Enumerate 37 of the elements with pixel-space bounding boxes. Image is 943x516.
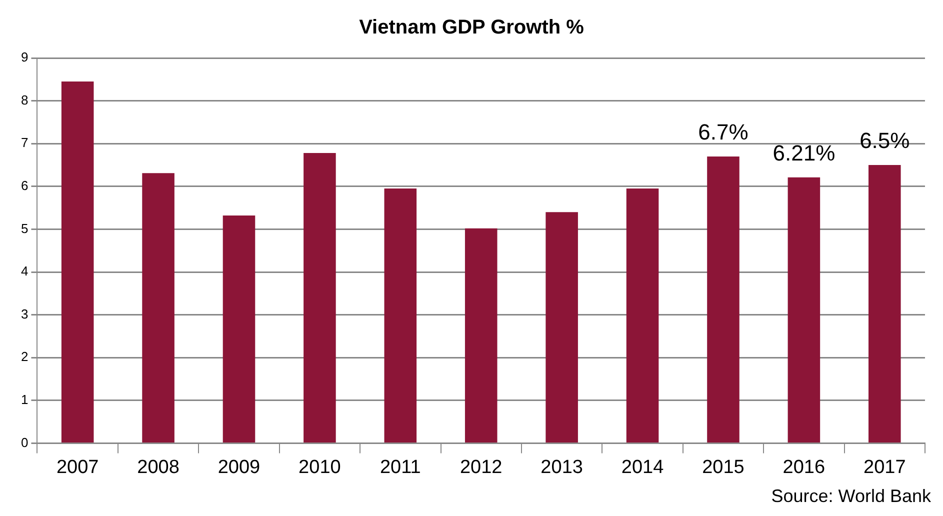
x-tick-label: 2016 [782,456,826,478]
x-tick-label: 2015 [702,456,744,478]
bar [384,188,417,442]
y-tick-label: 3 [20,306,28,322]
x-tick-label: 2014 [621,456,664,478]
y-tick-label: 4 [20,264,28,279]
y-tick-label: 8 [20,92,28,108]
x-tick-label: 2007 [56,456,99,478]
bar [626,188,659,442]
y-tick-label: 1 [20,392,28,407]
x-tick-label: 2013 [540,456,583,478]
bar [142,173,174,442]
y-tick-label: 6 [20,178,28,193]
bar [707,156,740,442]
bar [304,153,336,442]
bar [464,228,498,442]
bar [546,212,578,442]
y-tick-label: 0 [20,434,28,450]
x-tick-label: 2010 [298,456,341,478]
x-tick-label: 2009 [218,456,260,478]
y-tick-label: 7 [20,135,28,150]
x-tick-label: 2017 [864,456,906,478]
data-label: 6.5% [860,128,910,154]
chart-title: Vietnam GDP Growth % [359,16,584,39]
x-tick-label: 2008 [137,456,180,478]
y-tick-label: 9 [20,50,28,65]
data-label: 6.21% [772,140,836,166]
y-tick-label: 5 [20,220,28,236]
bar [222,216,256,442]
x-tick-label: 2011 [380,456,421,478]
data-label: 6.7% [698,120,748,145]
bar [868,165,901,442]
bar [61,82,94,442]
x-tick-label: 2012 [460,456,502,478]
source-note: Source: World Bank [771,486,932,506]
bar [788,177,820,442]
y-tick-label: 2 [20,349,28,364]
